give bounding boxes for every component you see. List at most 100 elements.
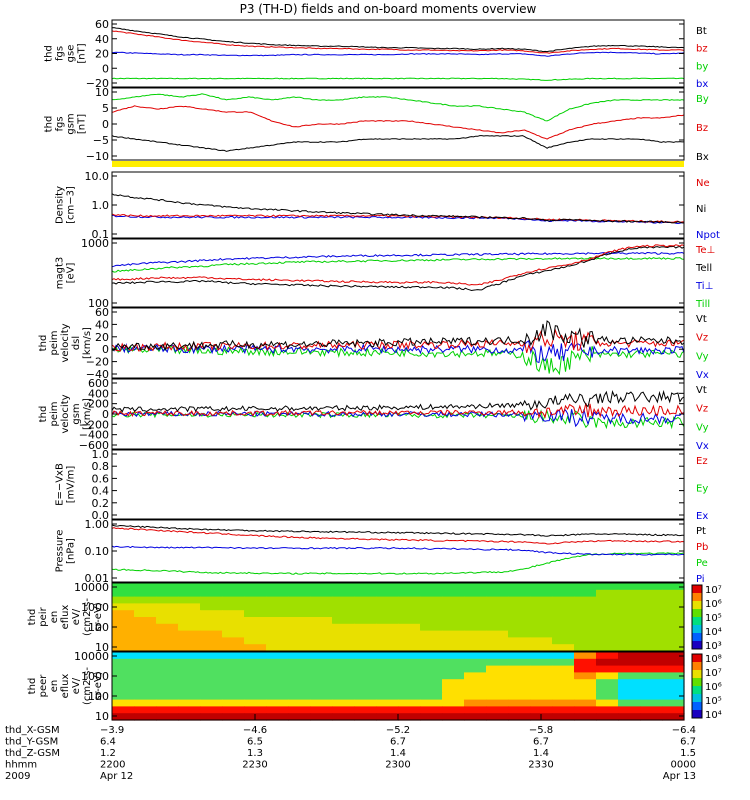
heat-cell: [596, 637, 619, 645]
heat-cell: [640, 630, 663, 638]
heat-cell: [552, 630, 575, 638]
heat-cell: [420, 658, 443, 667]
heat-cell: [420, 652, 443, 660]
panel-efield: Ez Ey Ex 1.00.80.60.40.20.0 E=−VxB [mV/m]: [55, 448, 709, 522]
y-axis-label: eV/: [71, 677, 82, 694]
x-axis-value: −5.8: [529, 725, 553, 736]
y-axis-label: thd: [27, 678, 38, 695]
heat-cell: [398, 589, 421, 598]
colorbar-swatch: [692, 641, 702, 650]
legend-pressure: Pt Pb Pe Pi: [696, 526, 708, 585]
heat-cell: [662, 596, 685, 604]
heat-cell: [618, 637, 641, 645]
heat-cell: [662, 706, 685, 714]
heat-cell: [398, 623, 421, 632]
heat-cell: [332, 630, 355, 638]
heat-cell: [508, 652, 531, 660]
colorbar-swatch: [692, 686, 702, 695]
heat-cell: [618, 706, 641, 714]
heat-cell: [618, 583, 641, 591]
heat-cell: [552, 665, 575, 673]
colorbar-tick-label: 10⁵: [705, 613, 722, 624]
heat-cell: [596, 617, 619, 625]
heat-cell: [200, 603, 223, 611]
heat-cell: [574, 630, 597, 638]
heat-cell: [310, 610, 333, 618]
heat-cell: [310, 665, 333, 673]
heat-cell: [640, 713, 663, 721]
heat-cell: [552, 672, 575, 680]
heat-cell: [332, 617, 355, 625]
heat-cell: [200, 686, 223, 694]
heat-cell: [332, 658, 355, 667]
heat-cell: [200, 665, 223, 673]
heat-cell: [398, 637, 421, 645]
heat-cell: [574, 583, 597, 591]
heat-cell: [310, 699, 333, 707]
heat-cell: [464, 692, 487, 701]
heat-cell: [134, 630, 157, 638]
y-tick-label: 40: [95, 33, 109, 46]
heat-cell: [552, 623, 575, 632]
heat-cell: [640, 637, 663, 645]
heat-cell: [288, 713, 311, 721]
heat-cell: [134, 706, 157, 714]
y-tick-label: 1000: [81, 237, 109, 250]
heat-cell: [596, 610, 619, 618]
series-line-Npot: [112, 214, 685, 225]
heat-cell: [310, 637, 333, 645]
heat-cell: [266, 679, 289, 687]
x-axis-row-label: thd_X-GSM: [5, 725, 60, 736]
heat-cell: [552, 699, 575, 707]
heat-cell: [574, 603, 597, 611]
y-axis-label: [nT]: [77, 43, 88, 63]
heat-cell: [420, 637, 443, 645]
colorbar-tick-label: 10⁴: [705, 627, 722, 638]
x-axis-table: thd_X-GSM −3.9 −4.6 −5.2 −5.8 −6.4 thd_Y-GSM 6.…: [5, 714, 696, 782]
heat-cell: [376, 658, 399, 667]
y-axis-label: [eV]: [66, 263, 77, 284]
heat-cell: [310, 686, 333, 694]
heat-cell: [376, 644, 399, 652]
series-line-bx: [111, 77, 685, 81]
heat-cell: [310, 583, 333, 591]
heat-cell: [134, 644, 157, 652]
heat-cell: [420, 610, 443, 618]
y-axis-label: thd: [38, 406, 49, 423]
heat-cell: [662, 623, 685, 632]
heat-cell: [398, 596, 421, 604]
heat-cell: [156, 644, 179, 652]
heat-cell: [420, 630, 443, 638]
panel-temp: Te⊥ Tell Ti⊥ Till 1000 100 magt3 [eV]: [55, 237, 716, 310]
heat-cell: [288, 637, 311, 645]
colorbar-swatch: [692, 670, 702, 679]
heat-cell: [156, 679, 179, 687]
legend-entry: bx: [696, 79, 708, 90]
legend-entry: Ti⊥: [695, 281, 713, 292]
heat-cell: [134, 686, 157, 694]
y-tick-label: 10.0: [85, 170, 110, 183]
heat-cell: [134, 665, 157, 673]
heat-cell: [354, 692, 377, 701]
x-axis-row-label: thd_Y-GSM: [5, 737, 58, 748]
heat-cell: [266, 583, 289, 591]
heat-cell: [332, 583, 355, 591]
heat-cell: [266, 630, 289, 638]
heat-cell: [354, 658, 377, 667]
heat-cell: [508, 699, 531, 707]
heat-cell: [332, 644, 355, 652]
colorbar-tick-label: 10⁴: [705, 710, 722, 721]
legend-entry: bz: [696, 44, 708, 55]
heat-cell: [134, 583, 157, 591]
heat-cell: [464, 637, 487, 645]
heat-cell: [486, 623, 509, 632]
heat-cell: [376, 686, 399, 694]
y-tick-label: 0.8: [92, 460, 110, 473]
heat-cell: [244, 596, 267, 604]
y-axis-label: en: [49, 680, 60, 693]
heat-cell: [288, 603, 311, 611]
heat-cell: [442, 630, 465, 638]
panel-bgse: Bt bz by bx 60 40 200 −20 thd fgs gse [nT]: [44, 18, 709, 90]
y-axis-label: thd: [27, 609, 38, 626]
heat-cell: [640, 596, 663, 604]
